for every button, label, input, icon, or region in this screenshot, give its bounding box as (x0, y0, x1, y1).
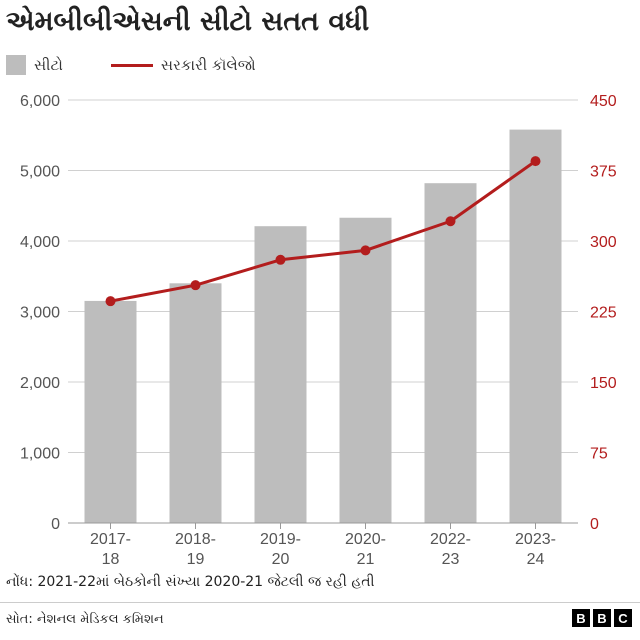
line-point (275, 254, 286, 265)
left-axis-tick-label: 2,000 (20, 375, 60, 392)
right-axis-tick-label: 300 (590, 234, 617, 251)
x-axis-tick-label: 24 (527, 551, 545, 568)
chart-title: એમબીબીએસની સીટો સતત વધી (6, 6, 370, 37)
x-axis-tick-label: 19 (187, 551, 205, 568)
bar (254, 226, 307, 523)
left-axis-tick-label: 5,000 (20, 164, 60, 181)
x-axis-tick-label: 2019- (260, 531, 301, 548)
chart-area: 0 0 1,000 75 2,000 150 3,000 225 4,000 300 5,000 37… (20, 93, 617, 568)
bbc-logo-letter: B (572, 609, 590, 627)
x-axis-tick-label: 21 (357, 551, 375, 568)
left-axis-tick-label: 1,000 (20, 446, 60, 463)
right-axis-tick-label: 225 (590, 305, 617, 322)
legend: સીટો સરકારી કૉલેજો (6, 54, 256, 76)
x-axis-tick-label: 2020- (345, 531, 386, 548)
x-axis-tick-label: 2017- (90, 531, 131, 548)
right-axis-tick-label: 75 (590, 446, 608, 463)
right-axis-tick-label: 450 (590, 93, 617, 110)
x-axis-tick-label: 23 (442, 551, 460, 568)
left-axis-tick-label: 3,000 (20, 305, 60, 322)
x-axis-tick-label: 2022- (430, 531, 471, 548)
bar (339, 217, 392, 524)
x-axis-tick-label: 2018- (175, 531, 216, 548)
right-axis-tick-label: 150 (590, 375, 617, 392)
bbc-logo: B B C (572, 609, 632, 627)
x-axis-tick-label: 18 (102, 551, 120, 568)
line-point (445, 216, 456, 227)
line-series (110, 159, 537, 303)
right-axis-tick-label: 375 (590, 164, 617, 181)
source-text: સોત: નેશનલ મેડિકલ કમિશન (6, 612, 164, 627)
legend-bar-label: સીટો (34, 56, 63, 74)
bar (424, 183, 477, 523)
legend-line-label: સરકારી કૉલેજો (160, 56, 256, 74)
footer-divider (0, 602, 640, 603)
bar (84, 300, 137, 523)
line-point (190, 280, 201, 291)
bbc-logo-letter: C (614, 609, 632, 627)
bbc-logo-letter: B (593, 609, 611, 627)
left-axis-tick-label: 0 (51, 516, 60, 533)
right-axis-tick-label: 0 (590, 516, 599, 533)
line-point (105, 296, 116, 307)
legend-line-swatch (110, 63, 153, 67)
x-axis-tick-label: 2023- (515, 531, 556, 548)
legend-bar-swatch (6, 55, 26, 75)
bar (509, 129, 562, 524)
left-axis-tick-label: 6,000 (20, 93, 60, 110)
bar (169, 283, 222, 523)
left-axis-tick-label: 4,000 (20, 234, 60, 251)
line-point (360, 245, 371, 256)
x-axis-tick-label: 20 (272, 551, 290, 568)
chart-note: નોંધ: 2021-22માં બેઠકોની સંખ્યા 2020-21 … (6, 574, 375, 590)
line-point (530, 156, 541, 167)
